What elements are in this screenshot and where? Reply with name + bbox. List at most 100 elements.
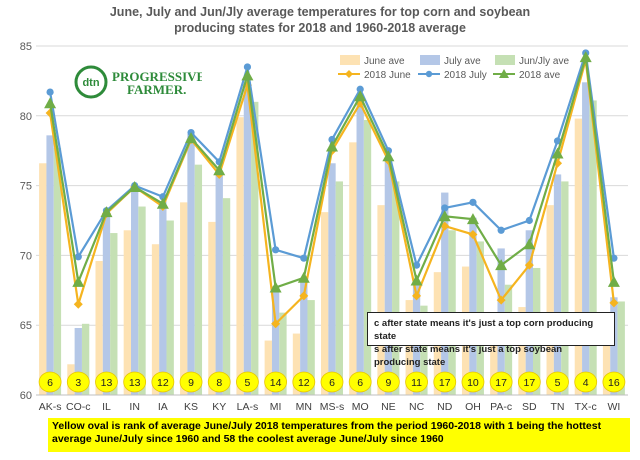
bar (574, 118, 583, 395)
chart-title: June, July and Jun/Jly average temperatu… (60, 4, 580, 36)
legend-label: Jun/Jly ave (519, 56, 569, 67)
bar (490, 322, 498, 395)
bar (208, 221, 216, 395)
rank-oval (66, 371, 90, 393)
rank-oval (433, 371, 457, 393)
bar (236, 117, 244, 396)
rank-oval (461, 371, 485, 393)
rank-oval (179, 371, 203, 393)
rank-oval (38, 371, 62, 393)
legend-swatch (495, 55, 515, 65)
rank-oval (489, 371, 513, 393)
logo-name-line-2: FARMER. (127, 82, 186, 97)
x-tick-label: ND (437, 401, 453, 413)
bar (222, 198, 231, 395)
rank-label: 17 (439, 377, 451, 389)
bar (166, 220, 174, 395)
bar (74, 327, 82, 395)
rank-oval (264, 371, 288, 393)
rank-oval (292, 371, 316, 393)
bar (349, 142, 357, 395)
data-point (213, 164, 226, 176)
rank-label: 6 (357, 377, 363, 389)
data-point (412, 291, 422, 301)
data-point (185, 132, 198, 144)
bar (553, 174, 562, 395)
data-point (469, 198, 477, 206)
bar (610, 297, 618, 395)
legend-marker (425, 70, 433, 78)
data-point (243, 63, 252, 71)
y-tick-label: 75 (20, 181, 32, 193)
rank-oval (207, 371, 231, 393)
rank-footnote: Yellow oval is rank of average June/July… (48, 418, 630, 452)
legend-label: 2018 ave (519, 70, 561, 81)
rank-label: 6 (47, 377, 53, 389)
x-tick-label: TX-c (575, 401, 597, 413)
x-tick-label: WI (607, 401, 620, 413)
bar (307, 300, 315, 395)
data-point (495, 259, 508, 271)
legend-label: 2018 July (444, 70, 487, 81)
data-point (74, 253, 82, 261)
rank-oval (320, 371, 344, 393)
data-point (100, 206, 113, 218)
bar (123, 230, 132, 395)
legend-swatch (340, 55, 360, 65)
bar (46, 135, 54, 395)
bar (95, 260, 103, 395)
note-corn: c after state means it's just a top corn… (374, 318, 594, 342)
bar (194, 164, 203, 395)
x-tick-label: KS (184, 401, 198, 413)
bar (279, 312, 287, 395)
rank-label: 16 (608, 377, 620, 389)
rank-label: 10 (467, 377, 479, 389)
data-point (466, 213, 479, 225)
rank-label: 13 (129, 377, 141, 389)
data-point (525, 216, 533, 225)
bar (469, 217, 477, 395)
bar (582, 82, 590, 396)
rank-label: 6 (329, 377, 335, 389)
bar (441, 192, 449, 395)
rank-oval (546, 371, 569, 393)
x-tick-label: MS-s (320, 401, 345, 413)
x-tick-label: OH (465, 401, 481, 413)
rank-oval (123, 371, 147, 393)
rank-label: 13 (101, 377, 113, 389)
rank-label: 17 (523, 377, 535, 389)
data-point (441, 204, 449, 212)
x-tick-label: MO (352, 401, 369, 413)
data-point (551, 147, 564, 159)
bar (180, 202, 188, 395)
x-tick-label: IA (158, 401, 168, 413)
data-point (326, 140, 338, 152)
title-line-1: June, July and Jun/Jly average temperatu… (109, 5, 531, 19)
legend-label: June ave (364, 56, 405, 67)
title-line-2: producing states for 2018 and 1960-2018 … (174, 21, 466, 35)
rank-label: 12 (298, 377, 310, 389)
rank-oval (236, 371, 259, 393)
data-point (382, 150, 395, 162)
logo-name-line-1: PROGRESSIVE (112, 69, 202, 84)
data-point (300, 254, 308, 262)
state-suffix-note: c after state means it's just a top corn… (367, 312, 615, 368)
data-point (524, 260, 534, 270)
data-point (497, 226, 505, 234)
y-tick-label: 60 (20, 390, 32, 402)
data-point (496, 295, 506, 305)
bar (151, 244, 160, 395)
bar (251, 101, 259, 395)
rank-oval (151, 371, 175, 393)
bar (292, 333, 301, 395)
logo-mark: dtn (82, 77, 99, 89)
data-point (438, 210, 451, 222)
legend-marker (499, 69, 509, 78)
bar (518, 307, 526, 395)
bar (215, 171, 223, 395)
x-tick-label: IN (129, 401, 140, 413)
bar (384, 157, 393, 395)
rank-label: 9 (385, 377, 391, 389)
rank-oval (517, 371, 541, 393)
